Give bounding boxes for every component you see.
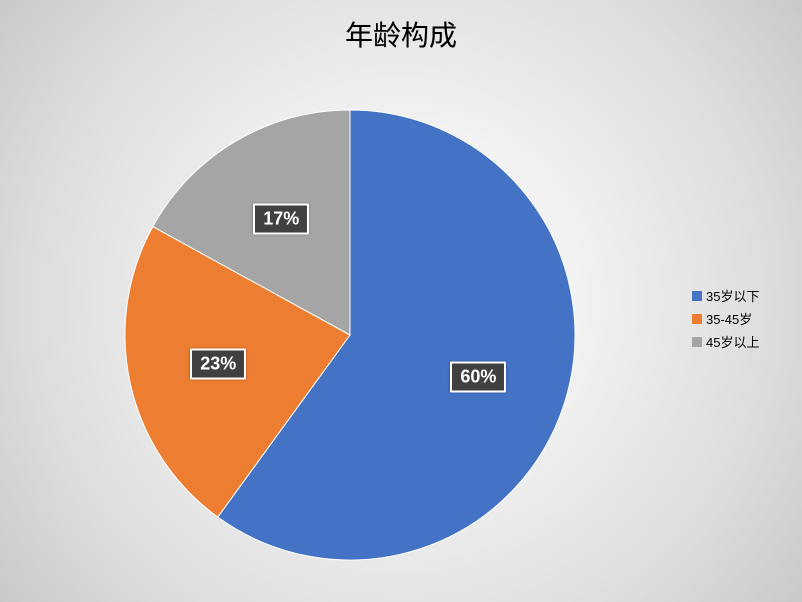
legend-item: 35岁以下 (692, 286, 759, 305)
legend-swatch (692, 291, 702, 301)
pie-chart (0, 0, 802, 602)
legend-label: 45岁以上 (706, 332, 759, 351)
data-label: 23% (190, 349, 246, 380)
legend-item: 45岁以上 (692, 332, 759, 351)
legend-swatch (692, 314, 702, 324)
legend-label: 35岁以下 (706, 286, 759, 305)
data-label: 60% (450, 361, 506, 392)
chart-container: 年龄构成 60%23%17% 35岁以下35-45岁45岁以上 (0, 0, 802, 602)
legend-item: 35-45岁 (692, 309, 759, 328)
legend-swatch (692, 337, 702, 347)
data-label: 17% (253, 203, 309, 234)
legend-label: 35-45岁 (706, 309, 752, 328)
legend: 35岁以下 35-45岁 45岁以上 (692, 284, 759, 355)
